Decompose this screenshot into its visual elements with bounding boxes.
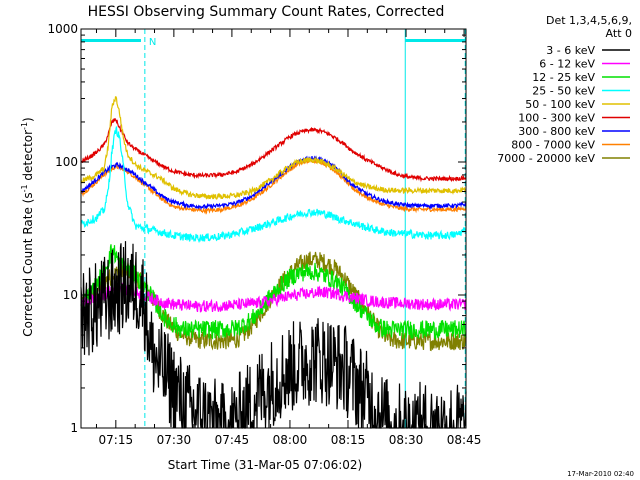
y-tick-label: 1000 — [47, 22, 78, 36]
y-axis-label-mid: detector — [21, 130, 35, 185]
legend-label: 100 - 300 keV — [518, 112, 595, 125]
y-axis-label-sup1: -1 — [20, 184, 29, 192]
legend-label: 12 - 25 keV — [532, 71, 595, 84]
y-axis-label: Corrected Count Rate (s-1 detector-1) — [20, 117, 35, 336]
series-line-25-50-kev — [80, 126, 467, 244]
legend-label: 25 - 50 keV — [532, 85, 595, 98]
series-line-50-100-kev — [80, 96, 466, 200]
chart-title: HESSI Observing Summary Count Rates, Cor… — [88, 4, 445, 20]
y-axis-label-main: Corrected Count Rate (s — [21, 192, 35, 336]
series-line-6-12-kev — [80, 282, 467, 313]
legend-label: 3 - 6 keV — [546, 44, 595, 57]
legend-label: 800 - 7000 keV — [511, 139, 595, 152]
plot-frame — [80, 28, 467, 429]
x-tick-label: 08:00 — [273, 433, 308, 447]
x-tick-label: 08:45 — [447, 433, 482, 447]
x-tick-label: 08:15 — [331, 433, 366, 447]
x-tick-label: 07:45 — [215, 433, 250, 447]
series-line-100-300-kev — [80, 118, 467, 183]
x-tick-label: 07:15 — [99, 433, 134, 447]
y-tick-label: 1 — [70, 421, 78, 435]
x-tick-label: 08:30 — [389, 433, 424, 447]
series-line-3-6-kev — [80, 241, 467, 429]
observing-bar-1 — [405, 39, 466, 42]
footer-timestamp: 17-Mar-2010 02:40 — [567, 470, 634, 478]
series-line-7000-20000-kev — [80, 251, 467, 352]
y-tick-label: 10 — [63, 288, 78, 302]
legend-header-1: Det 1,3,4,5,6,9, — [546, 14, 632, 27]
legend-label: 6 - 12 keV — [539, 58, 595, 71]
marker-label-1: N — [149, 37, 156, 48]
y-axis-label-sup2: -1 — [20, 122, 29, 130]
x-axis-label: Start Time (31-Mar-05 07:06:02) — [168, 458, 362, 472]
legend-label: 7000 - 20000 keV — [497, 152, 595, 165]
x-tick-label: 07:30 — [157, 433, 192, 447]
legend-label: 300 - 800 keV — [518, 125, 595, 138]
y-tick-label: 100 — [55, 155, 78, 169]
y-axis-label-end: ) — [21, 117, 35, 122]
legend-header-2: Att 0 — [606, 27, 632, 40]
observing-bar-0 — [81, 39, 141, 42]
series-line-12-25-kev — [80, 244, 467, 341]
legend-label: 50 - 100 keV — [525, 98, 595, 111]
